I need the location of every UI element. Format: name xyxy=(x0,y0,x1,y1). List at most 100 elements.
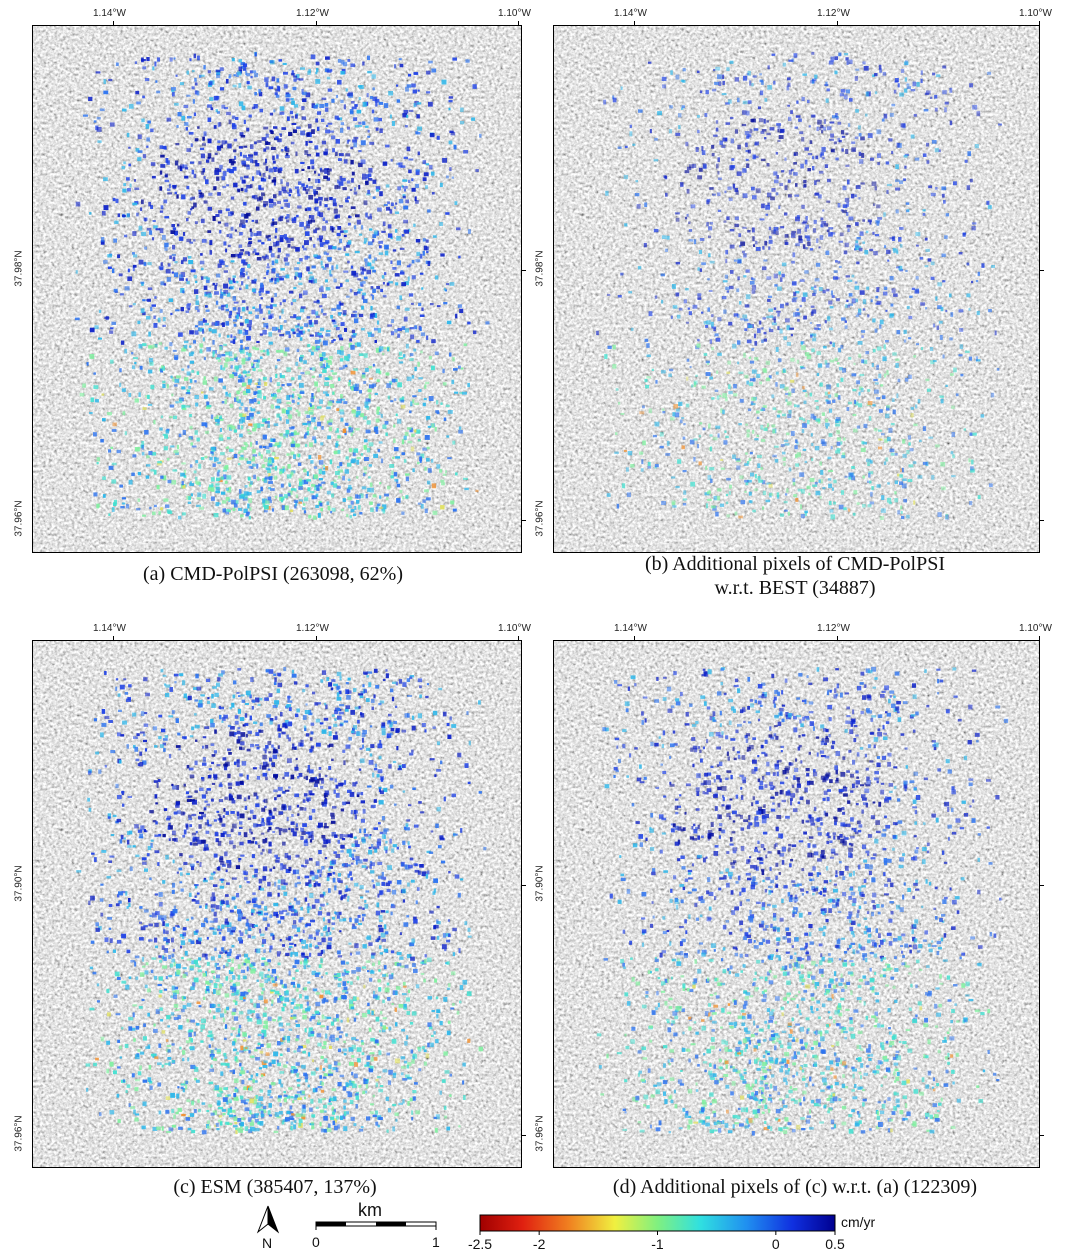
pixel xyxy=(382,353,384,355)
pixel xyxy=(825,392,828,396)
pixel xyxy=(286,367,290,372)
pixel xyxy=(735,77,739,81)
pixel xyxy=(751,187,755,191)
pixel xyxy=(238,964,241,969)
pixel xyxy=(204,131,207,136)
pixel xyxy=(204,276,208,279)
pixel xyxy=(247,461,252,464)
pixel xyxy=(208,1031,212,1034)
pixel xyxy=(94,857,97,862)
pixel xyxy=(195,325,198,327)
pixel xyxy=(763,405,767,408)
pixel xyxy=(769,236,772,239)
pixel xyxy=(662,411,665,413)
pixel xyxy=(330,459,332,464)
pixel xyxy=(302,1108,306,1113)
pixel xyxy=(257,386,261,388)
pixel xyxy=(735,512,738,516)
pixel xyxy=(939,396,943,398)
pixel xyxy=(326,931,329,936)
pixel xyxy=(735,129,738,133)
pixel xyxy=(314,279,317,283)
pixel xyxy=(701,262,706,265)
pixel xyxy=(234,324,237,327)
pixel xyxy=(821,218,824,221)
pixel xyxy=(107,254,112,257)
pixel xyxy=(972,222,977,224)
pixel xyxy=(845,57,848,60)
pixel xyxy=(218,306,222,309)
pixel xyxy=(703,428,706,431)
pixel xyxy=(760,425,763,430)
pixel xyxy=(286,219,289,222)
pixel xyxy=(414,825,419,828)
pixel xyxy=(855,194,857,197)
pixel xyxy=(305,371,310,374)
pixel xyxy=(341,60,345,64)
pixel xyxy=(723,310,726,314)
pixel xyxy=(311,129,315,134)
pixel xyxy=(965,160,968,163)
pixel xyxy=(305,256,309,260)
pixel xyxy=(856,380,860,384)
pixel xyxy=(316,62,320,66)
pixel xyxy=(791,261,795,264)
pixel xyxy=(135,1054,140,1059)
pixel xyxy=(169,184,171,188)
pixel xyxy=(265,421,270,423)
pixel xyxy=(338,158,342,161)
pixel xyxy=(103,494,106,498)
pixel xyxy=(798,119,802,122)
pixel xyxy=(201,171,204,175)
pixel xyxy=(956,393,959,396)
pixel xyxy=(341,961,345,965)
pixel xyxy=(750,473,754,477)
pixel xyxy=(379,102,384,105)
pixel xyxy=(635,193,640,196)
pixel xyxy=(352,139,357,142)
pixel xyxy=(447,321,451,325)
pixel xyxy=(205,179,209,184)
pixel xyxy=(248,371,250,373)
pixel xyxy=(277,86,280,91)
pixel xyxy=(220,1013,224,1017)
pixel xyxy=(103,91,108,95)
pixel xyxy=(89,212,91,215)
pixel xyxy=(366,494,368,498)
pixel xyxy=(716,371,718,374)
pixel xyxy=(708,424,711,429)
pixel xyxy=(199,788,204,791)
pixel xyxy=(834,71,837,75)
pixel xyxy=(845,325,848,329)
pixel xyxy=(906,202,909,204)
pixel xyxy=(117,254,120,258)
pixel xyxy=(163,498,168,501)
pixel xyxy=(683,68,686,71)
pixel xyxy=(810,335,812,338)
pixel xyxy=(123,411,126,415)
pixel xyxy=(768,309,773,312)
pixel xyxy=(189,58,191,61)
pixel xyxy=(316,153,320,157)
pixel xyxy=(216,109,219,112)
pixel xyxy=(178,1025,182,1029)
pixel xyxy=(726,122,731,125)
pixel xyxy=(206,160,209,163)
pixel xyxy=(110,327,113,329)
pixel xyxy=(644,203,647,208)
pixel xyxy=(317,255,321,259)
pixel xyxy=(879,65,882,70)
pixel xyxy=(110,1110,115,1114)
pixel xyxy=(768,246,770,249)
pixel xyxy=(338,1049,341,1052)
pixel xyxy=(295,362,298,366)
pixel xyxy=(86,1063,91,1066)
pixel xyxy=(817,373,819,376)
pixel xyxy=(310,335,314,337)
pixel xyxy=(738,372,743,374)
pixel xyxy=(90,967,93,970)
pixel xyxy=(190,442,193,445)
pixel xyxy=(826,289,829,292)
pixel xyxy=(132,203,137,206)
pixel xyxy=(699,250,702,254)
